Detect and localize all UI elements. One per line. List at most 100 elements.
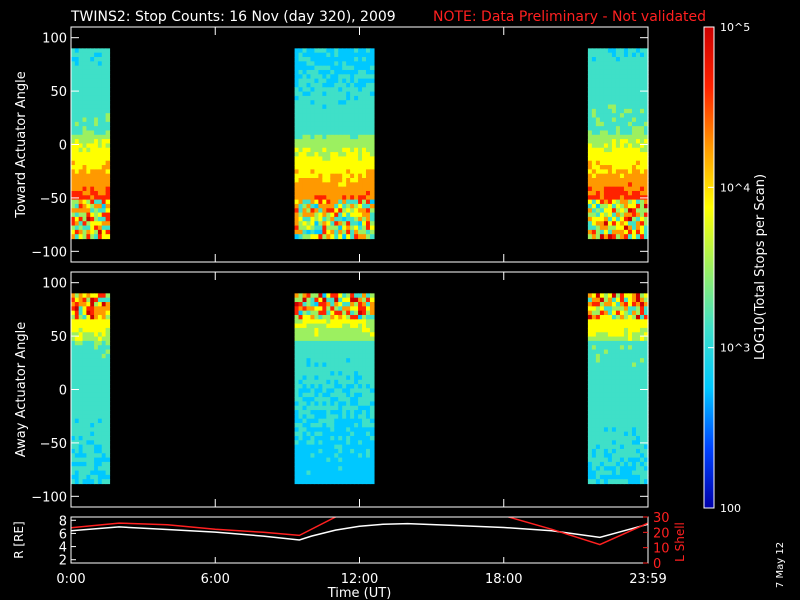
heatmap-cell xyxy=(306,379,312,385)
heatmap-cell xyxy=(611,345,617,351)
heatmap-cell xyxy=(587,108,593,114)
heatmap-cell xyxy=(338,139,343,145)
heatmap-cell xyxy=(74,178,80,183)
heatmap-cell xyxy=(314,349,319,355)
heatmap-cell xyxy=(635,293,641,299)
heatmap-cell xyxy=(322,229,327,235)
heatmap-cell xyxy=(74,371,80,377)
heatmap-cell xyxy=(90,371,95,377)
heatmap-cell xyxy=(310,199,316,205)
heatmap-cell xyxy=(631,397,637,402)
heatmap-cell xyxy=(105,78,111,84)
heatmap-cell xyxy=(619,117,625,123)
heatmap-cell xyxy=(306,423,312,428)
heatmap-cell xyxy=(607,401,613,407)
heatmap-cell xyxy=(338,345,343,351)
heatmap-cell xyxy=(71,349,76,355)
heatmap-cell xyxy=(603,121,609,127)
heatmap-cell xyxy=(362,139,367,145)
heatmap-cell xyxy=(318,466,323,472)
heatmap-cell xyxy=(86,108,91,114)
heatmap-cell xyxy=(643,52,649,58)
heatmap-cell xyxy=(302,423,308,428)
heatmap-cell xyxy=(71,143,76,149)
heatmap-cell xyxy=(310,297,316,303)
heatmap-cell xyxy=(358,336,363,342)
heatmap-cell xyxy=(298,178,304,183)
heatmap-cell xyxy=(71,410,76,415)
heatmap-cell xyxy=(330,130,335,136)
heatmap-cell xyxy=(346,147,351,153)
heatmap-cell xyxy=(635,165,641,170)
heatmap-cell xyxy=(302,410,308,415)
heatmap-cell xyxy=(294,203,300,209)
heatmap-cell xyxy=(342,216,347,222)
heatmap-cell xyxy=(358,186,363,192)
heatmap-cell xyxy=(365,474,371,480)
heatmap-cell xyxy=(302,108,308,114)
heatmap-cell xyxy=(94,327,99,333)
heatmap-cell xyxy=(631,48,637,54)
heatmap-cell xyxy=(639,410,645,415)
heatmap-cell xyxy=(94,353,99,359)
heatmap-cell xyxy=(86,418,91,424)
heatmap-cell xyxy=(358,52,363,58)
heatmap-cell xyxy=(615,87,621,93)
heatmap-cell xyxy=(105,453,111,459)
heatmap-cell xyxy=(97,121,103,127)
heatmap-cell xyxy=(306,358,312,364)
heatmap-cell xyxy=(294,293,300,299)
heatmap-cell xyxy=(330,448,335,454)
heatmap-cell xyxy=(623,69,629,75)
heatmap-cell xyxy=(78,212,84,218)
heatmap-cell xyxy=(105,401,111,407)
heatmap-cell xyxy=(101,178,107,183)
heatmap-cell xyxy=(86,216,91,222)
heatmap-cell xyxy=(314,108,319,114)
heatmap-cell xyxy=(358,78,363,84)
heatmap-cell xyxy=(595,190,601,196)
heatmap-cell xyxy=(334,431,339,437)
heatmap-cell xyxy=(330,366,335,372)
heatmap-cell xyxy=(623,143,629,149)
heatmap-cell xyxy=(595,95,601,101)
heatmap-cell xyxy=(623,362,629,368)
heatmap-cell xyxy=(334,87,339,93)
heatmap-cell xyxy=(635,340,641,346)
heatmap-cell xyxy=(306,203,312,209)
heatmap-cell xyxy=(635,139,641,145)
heatmap-cell xyxy=(603,186,609,192)
heatmap-cell xyxy=(334,371,339,377)
heatmap-cell xyxy=(326,379,331,385)
heatmap-cell xyxy=(71,139,76,145)
heatmap-cell xyxy=(623,147,629,153)
heatmap-cell xyxy=(318,293,323,299)
heatmap-cell xyxy=(587,225,593,231)
heatmap-cell xyxy=(639,48,645,54)
heatmap-cell xyxy=(591,332,597,338)
heatmap-cell xyxy=(369,362,375,368)
heatmap-cell xyxy=(619,423,625,428)
heatmap-cell xyxy=(338,453,343,459)
heatmap-cell xyxy=(358,392,363,398)
heatmap-cell xyxy=(365,384,371,390)
heatmap-cell xyxy=(627,349,633,355)
heatmap-cell xyxy=(330,208,335,214)
heatmap-cell xyxy=(294,461,300,467)
heatmap-cell xyxy=(358,384,363,390)
heatmap-cell xyxy=(350,152,355,157)
heatmap-cell xyxy=(294,78,300,84)
heatmap-cell xyxy=(86,61,91,67)
heatmap-cell xyxy=(314,48,319,54)
heatmap-cell xyxy=(82,156,87,162)
heatmap-cell xyxy=(78,366,84,372)
heatmap-cell xyxy=(619,52,625,58)
heatmap-cell xyxy=(627,448,633,454)
heatmap-cell xyxy=(90,327,95,333)
heatmap-cell xyxy=(326,87,331,93)
heatmap-cell xyxy=(298,314,304,320)
heatmap-cell xyxy=(97,371,103,377)
heatmap-cell xyxy=(369,319,375,325)
heatmap-cell xyxy=(369,182,375,188)
heatmap-cell xyxy=(334,134,339,140)
